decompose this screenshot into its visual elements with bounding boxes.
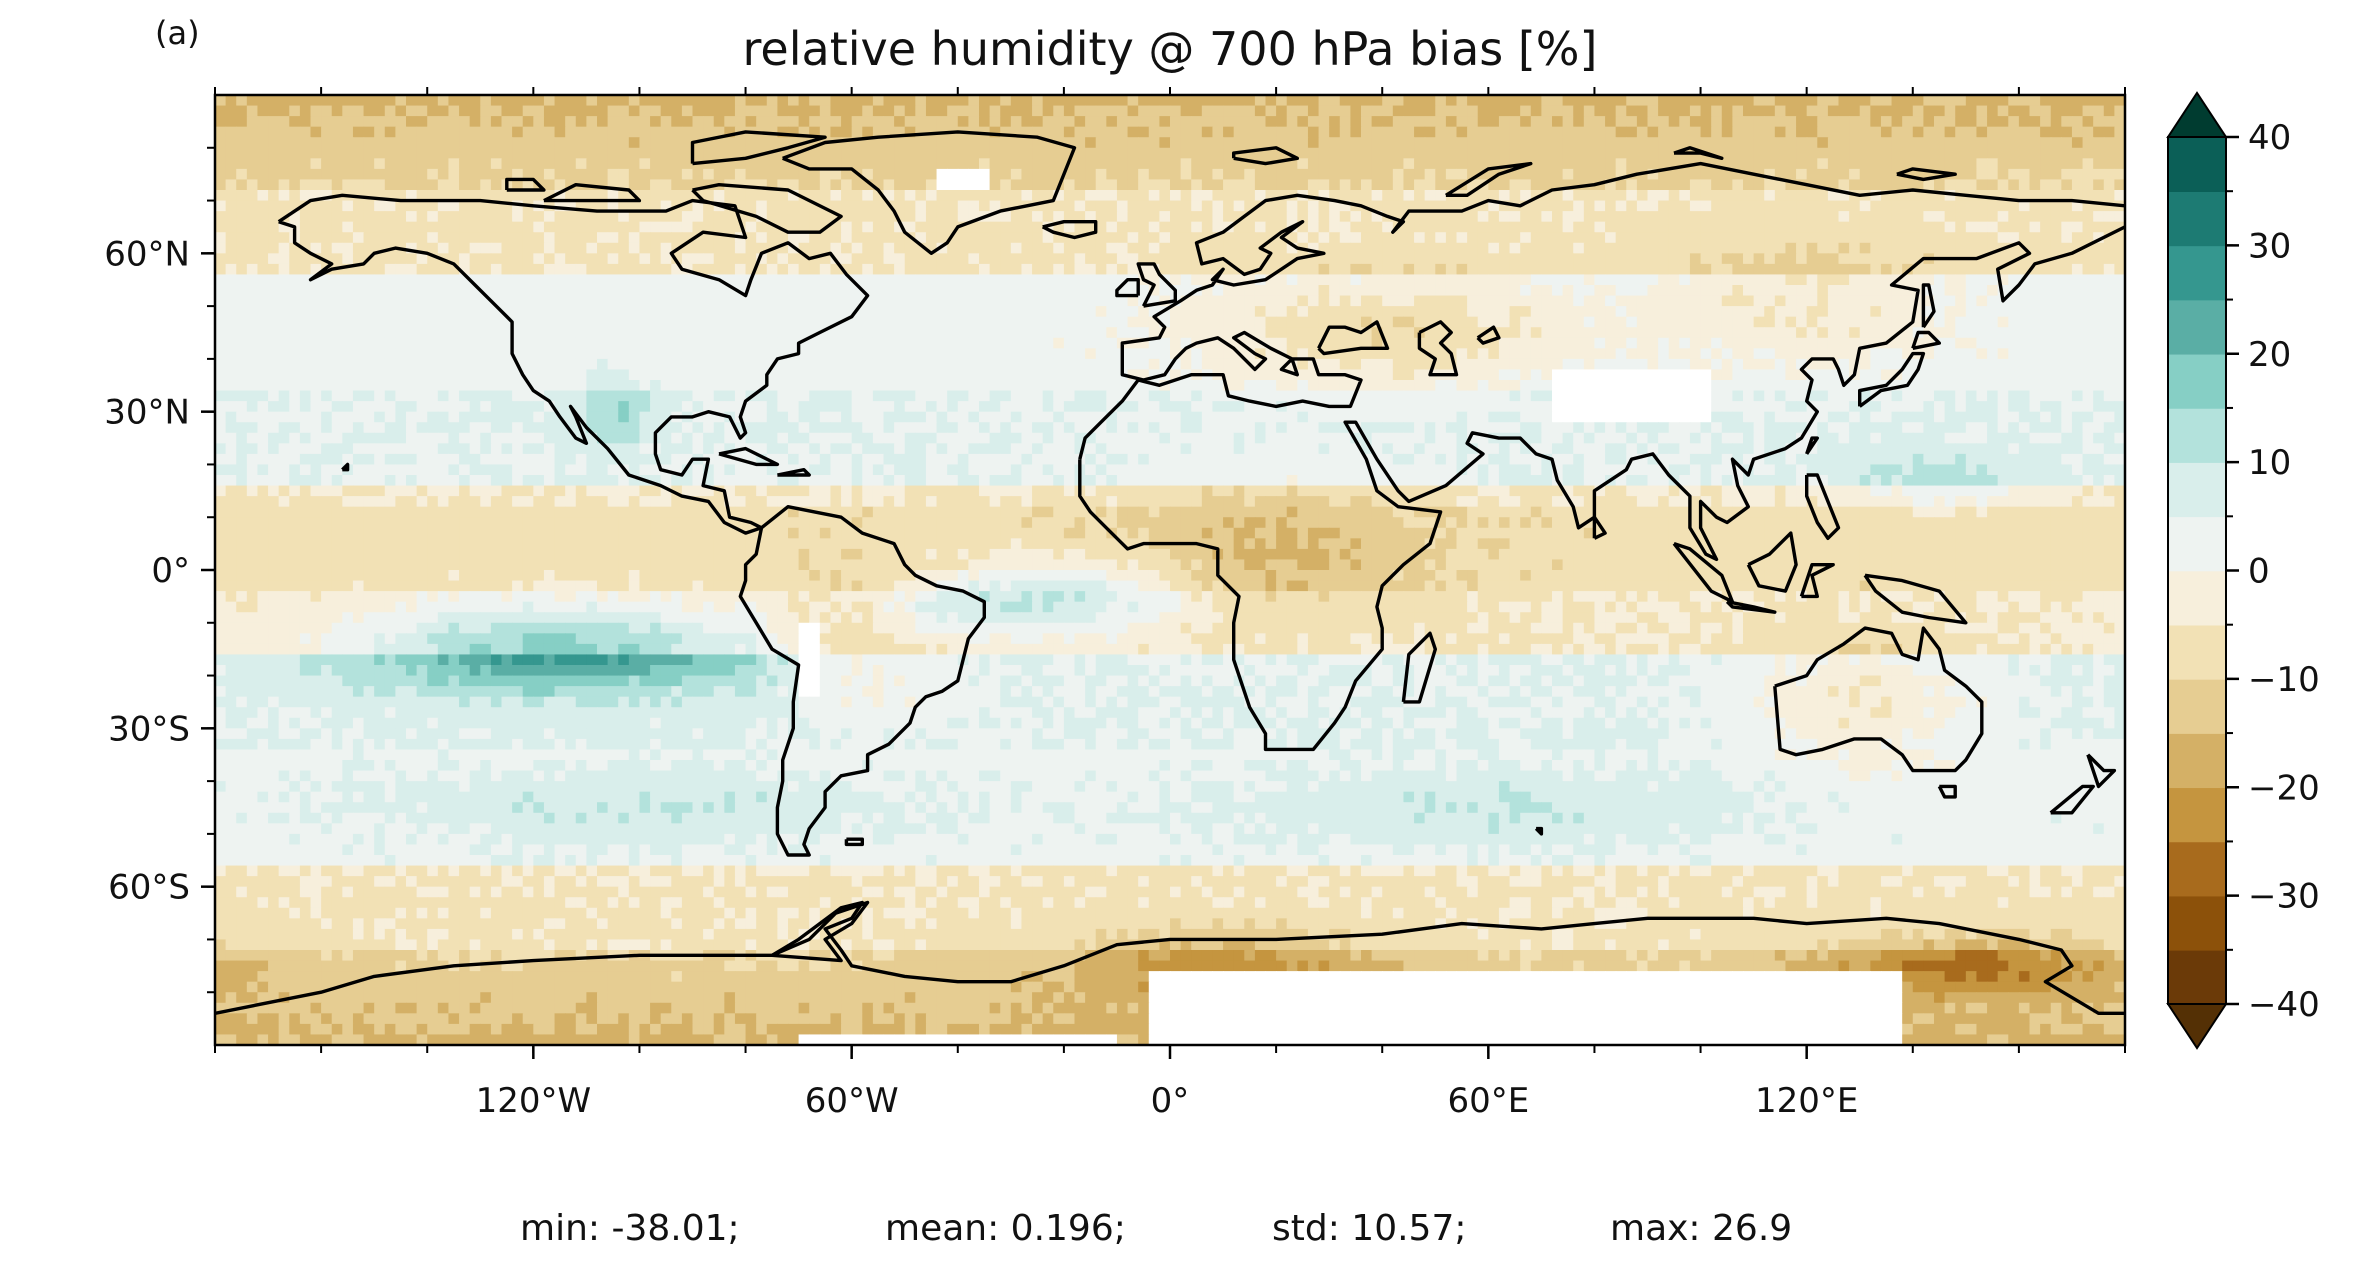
coast-great-britain xyxy=(1136,262,1177,308)
coast-sumatra xyxy=(1672,541,1735,604)
coast-east-asia xyxy=(1078,225,2125,752)
stat-min: min: -38.01; xyxy=(520,1208,740,1249)
stat-mean: mean: 0.196; xyxy=(885,1208,1126,1249)
colorbar-segment xyxy=(2168,733,2226,789)
x-tick-label: 60°E xyxy=(1447,1081,1529,1121)
coast-borneo xyxy=(1746,531,1798,593)
x-tick-label: 120°E xyxy=(1755,1081,1858,1121)
map-title: relative humidity @ 700 hPa bias [%] xyxy=(742,22,1598,76)
colorbar-segment xyxy=(2168,624,2226,680)
coast-ireland xyxy=(1115,278,1140,298)
panel-label: (a) xyxy=(155,14,200,52)
coast-novaya-zemlya xyxy=(1445,161,1533,197)
colorbar-segment xyxy=(2168,245,2226,301)
coast-victoria-island xyxy=(543,183,642,203)
coast-new-siberian-islands xyxy=(1896,167,1957,182)
y-tick-label: 60°S xyxy=(108,868,190,908)
colorbar-segment xyxy=(2168,516,2226,572)
coast-new-zealand-north xyxy=(2086,753,2117,789)
y-tick-label: 30°S xyxy=(108,709,190,749)
colorbar-segment xyxy=(2168,191,2226,247)
x-tick-label: 120°W xyxy=(476,1081,592,1121)
coast-severnaya-zemlya xyxy=(1673,146,1724,160)
y-tick-label: 30°N xyxy=(104,393,190,433)
colorbar-tick-label: 30 xyxy=(2248,226,2291,266)
coast-sri-lanka xyxy=(1592,515,1607,540)
colorbar-segment xyxy=(2168,949,2226,1005)
coast-sulawesi xyxy=(1799,563,1835,599)
coast-aral-sea xyxy=(1476,325,1501,345)
coast-taiwan xyxy=(1805,436,1819,455)
colorbar-tick-label: −10 xyxy=(2248,660,2320,700)
colorbar-segment xyxy=(2168,407,2226,463)
humidity-bias-field xyxy=(215,95,2125,1045)
colorbar-tick-label: −30 xyxy=(2248,877,2320,917)
coast-java xyxy=(1725,600,1777,614)
coast-philippines xyxy=(1805,473,1841,540)
coast-sakhalin xyxy=(1921,283,1936,329)
coast-iceland xyxy=(1041,220,1098,240)
colorbar-extend-high xyxy=(2166,91,2228,138)
colorbar-segment xyxy=(2168,353,2226,409)
colorbar-segment xyxy=(2168,462,2226,518)
coast-antarctica xyxy=(215,900,2125,1015)
x-tick-label: 60°W xyxy=(805,1081,899,1121)
coast-hawaii xyxy=(341,462,350,472)
coast-kerguelen xyxy=(1534,826,1544,836)
colorbar-segment xyxy=(2168,299,2226,355)
y-tick-label: 60°N xyxy=(104,234,190,274)
y-axis-ticks: 60°N 30°N 0° 30°S 60°S xyxy=(104,146,215,994)
coast-hokkaido xyxy=(1911,330,1941,350)
colorbar-segment xyxy=(2168,841,2226,897)
colorbar-tick-label: −20 xyxy=(2248,768,2320,808)
coast-hispaniola xyxy=(777,468,811,477)
coast-japan xyxy=(1858,351,1926,408)
colorbar-tick-label: −40 xyxy=(2248,985,2320,1025)
colorbar-segment xyxy=(2168,570,2226,626)
coast-antarctic-peninsula xyxy=(771,900,870,963)
colorbar-segment xyxy=(2168,787,2226,843)
coast-madagascar xyxy=(1401,631,1437,704)
coast-caspian-sea xyxy=(1417,320,1459,377)
coast-new-guinea xyxy=(1863,573,1968,625)
colorbar-extend-low xyxy=(2166,1003,2228,1050)
coast-cuba xyxy=(718,446,780,467)
coast-tasmania xyxy=(1937,784,1957,799)
colorbar-segment xyxy=(2168,678,2226,734)
colorbar-segment xyxy=(2168,137,2226,192)
coast-australia xyxy=(1773,626,1984,773)
coast-south-america xyxy=(738,505,986,857)
colorbar-tick-label: 20 xyxy=(2248,335,2291,375)
colorbar-tick-label: 10 xyxy=(2248,443,2291,483)
stat-std: std: 10.57; xyxy=(1272,1208,1467,1249)
x-tick-label: 0° xyxy=(1151,1081,1190,1121)
coast-greenland xyxy=(782,130,1077,255)
coast-africa-eurasia xyxy=(1078,161,2125,460)
coast-svalbard xyxy=(1232,146,1299,166)
x-axis-ticks: 120°W 60°W 0° 60°E 120°E xyxy=(214,87,2126,1121)
coast-north-america xyxy=(277,193,870,535)
colorbar-segment xyxy=(2168,895,2226,951)
coast-baffin-island xyxy=(691,183,843,234)
coast-new-zealand-south xyxy=(2049,784,2095,815)
coast-black-sea xyxy=(1317,320,1390,356)
coast-banks-island xyxy=(505,177,546,192)
stat-max: max: 26.9 xyxy=(1610,1208,1793,1249)
colorbar-tick-label: 0 xyxy=(2248,552,2270,592)
colorbar: 40 30 20 10 0 −10 −20 −30 −40 xyxy=(2166,91,2320,1050)
coastlines xyxy=(215,130,2125,1015)
y-tick-label: 0° xyxy=(151,551,190,591)
coast-falklands xyxy=(844,837,864,847)
colorbar-tick-label: 40 xyxy=(2248,118,2291,158)
coast-ellesmere-island xyxy=(690,130,827,166)
